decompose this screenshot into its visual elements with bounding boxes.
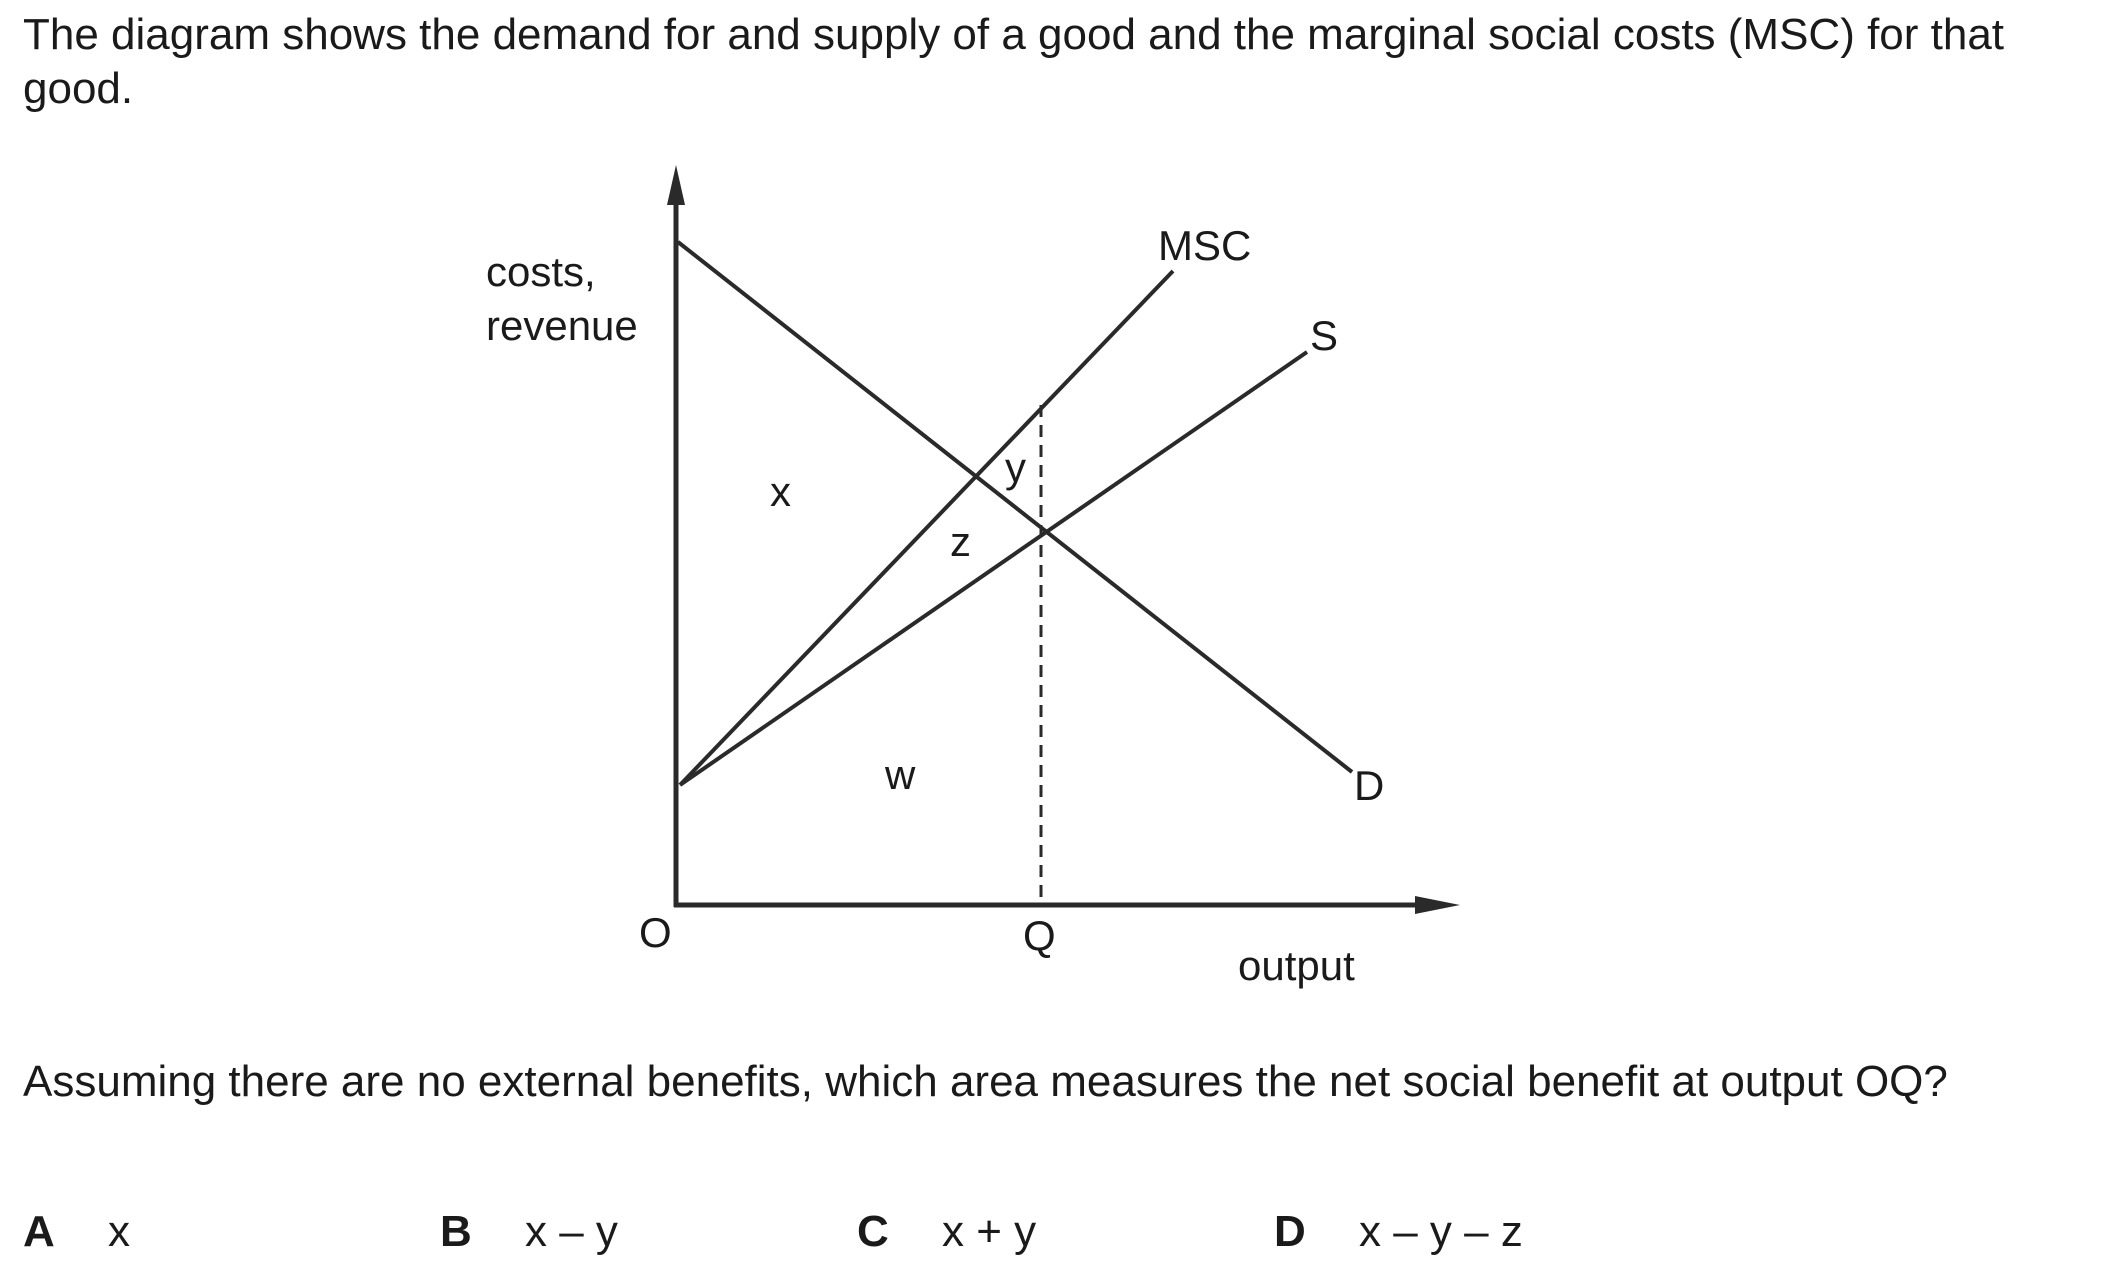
y-axis-label-line2: revenue: [486, 302, 638, 349]
q-label: Q: [1023, 912, 1056, 959]
option-b-letter: B: [440, 1207, 472, 1256]
question-text: Assuming there are no external benefits,…: [23, 1057, 1948, 1106]
answer-options: A x B x – y C x + y D x – y – z: [0, 1205, 2101, 1260]
msc-curve: [678, 269, 1175, 787]
option-b-expr: x – y: [525, 1207, 618, 1256]
msc-label: MSC: [1158, 222, 1251, 269]
option-d[interactable]: D x – y – z: [1274, 1205, 1523, 1259]
s-label: S: [1310, 312, 1338, 359]
area-w-label: w: [884, 751, 916, 798]
option-b[interactable]: B x – y: [440, 1205, 618, 1259]
option-c-letter: C: [857, 1207, 889, 1256]
option-d-expr: x – y – z: [1359, 1207, 1523, 1256]
origin-label: O: [639, 909, 672, 956]
option-c-expr: x + y: [942, 1207, 1037, 1256]
d-label: D: [1354, 762, 1384, 809]
demand-curve: [676, 240, 1354, 774]
option-a-letter: A: [23, 1207, 55, 1256]
option-c[interactable]: C x + y: [857, 1205, 1036, 1259]
option-a-expr: x: [108, 1207, 130, 1256]
x-axis-arrowhead: [1415, 896, 1460, 914]
option-a[interactable]: A x: [23, 1205, 130, 1259]
area-x-label: x: [770, 468, 791, 515]
supply-curve: [678, 350, 1309, 787]
area-y-label: y: [1005, 444, 1026, 491]
area-z-label: z: [950, 518, 971, 565]
y-axis-arrowhead: [667, 165, 685, 205]
y-axis-label-line1: costs,: [486, 248, 596, 295]
option-d-letter: D: [1274, 1207, 1306, 1256]
x-axis-label: output: [1238, 942, 1355, 989]
intro-text: The diagram shows the demand for and sup…: [23, 10, 2005, 113]
